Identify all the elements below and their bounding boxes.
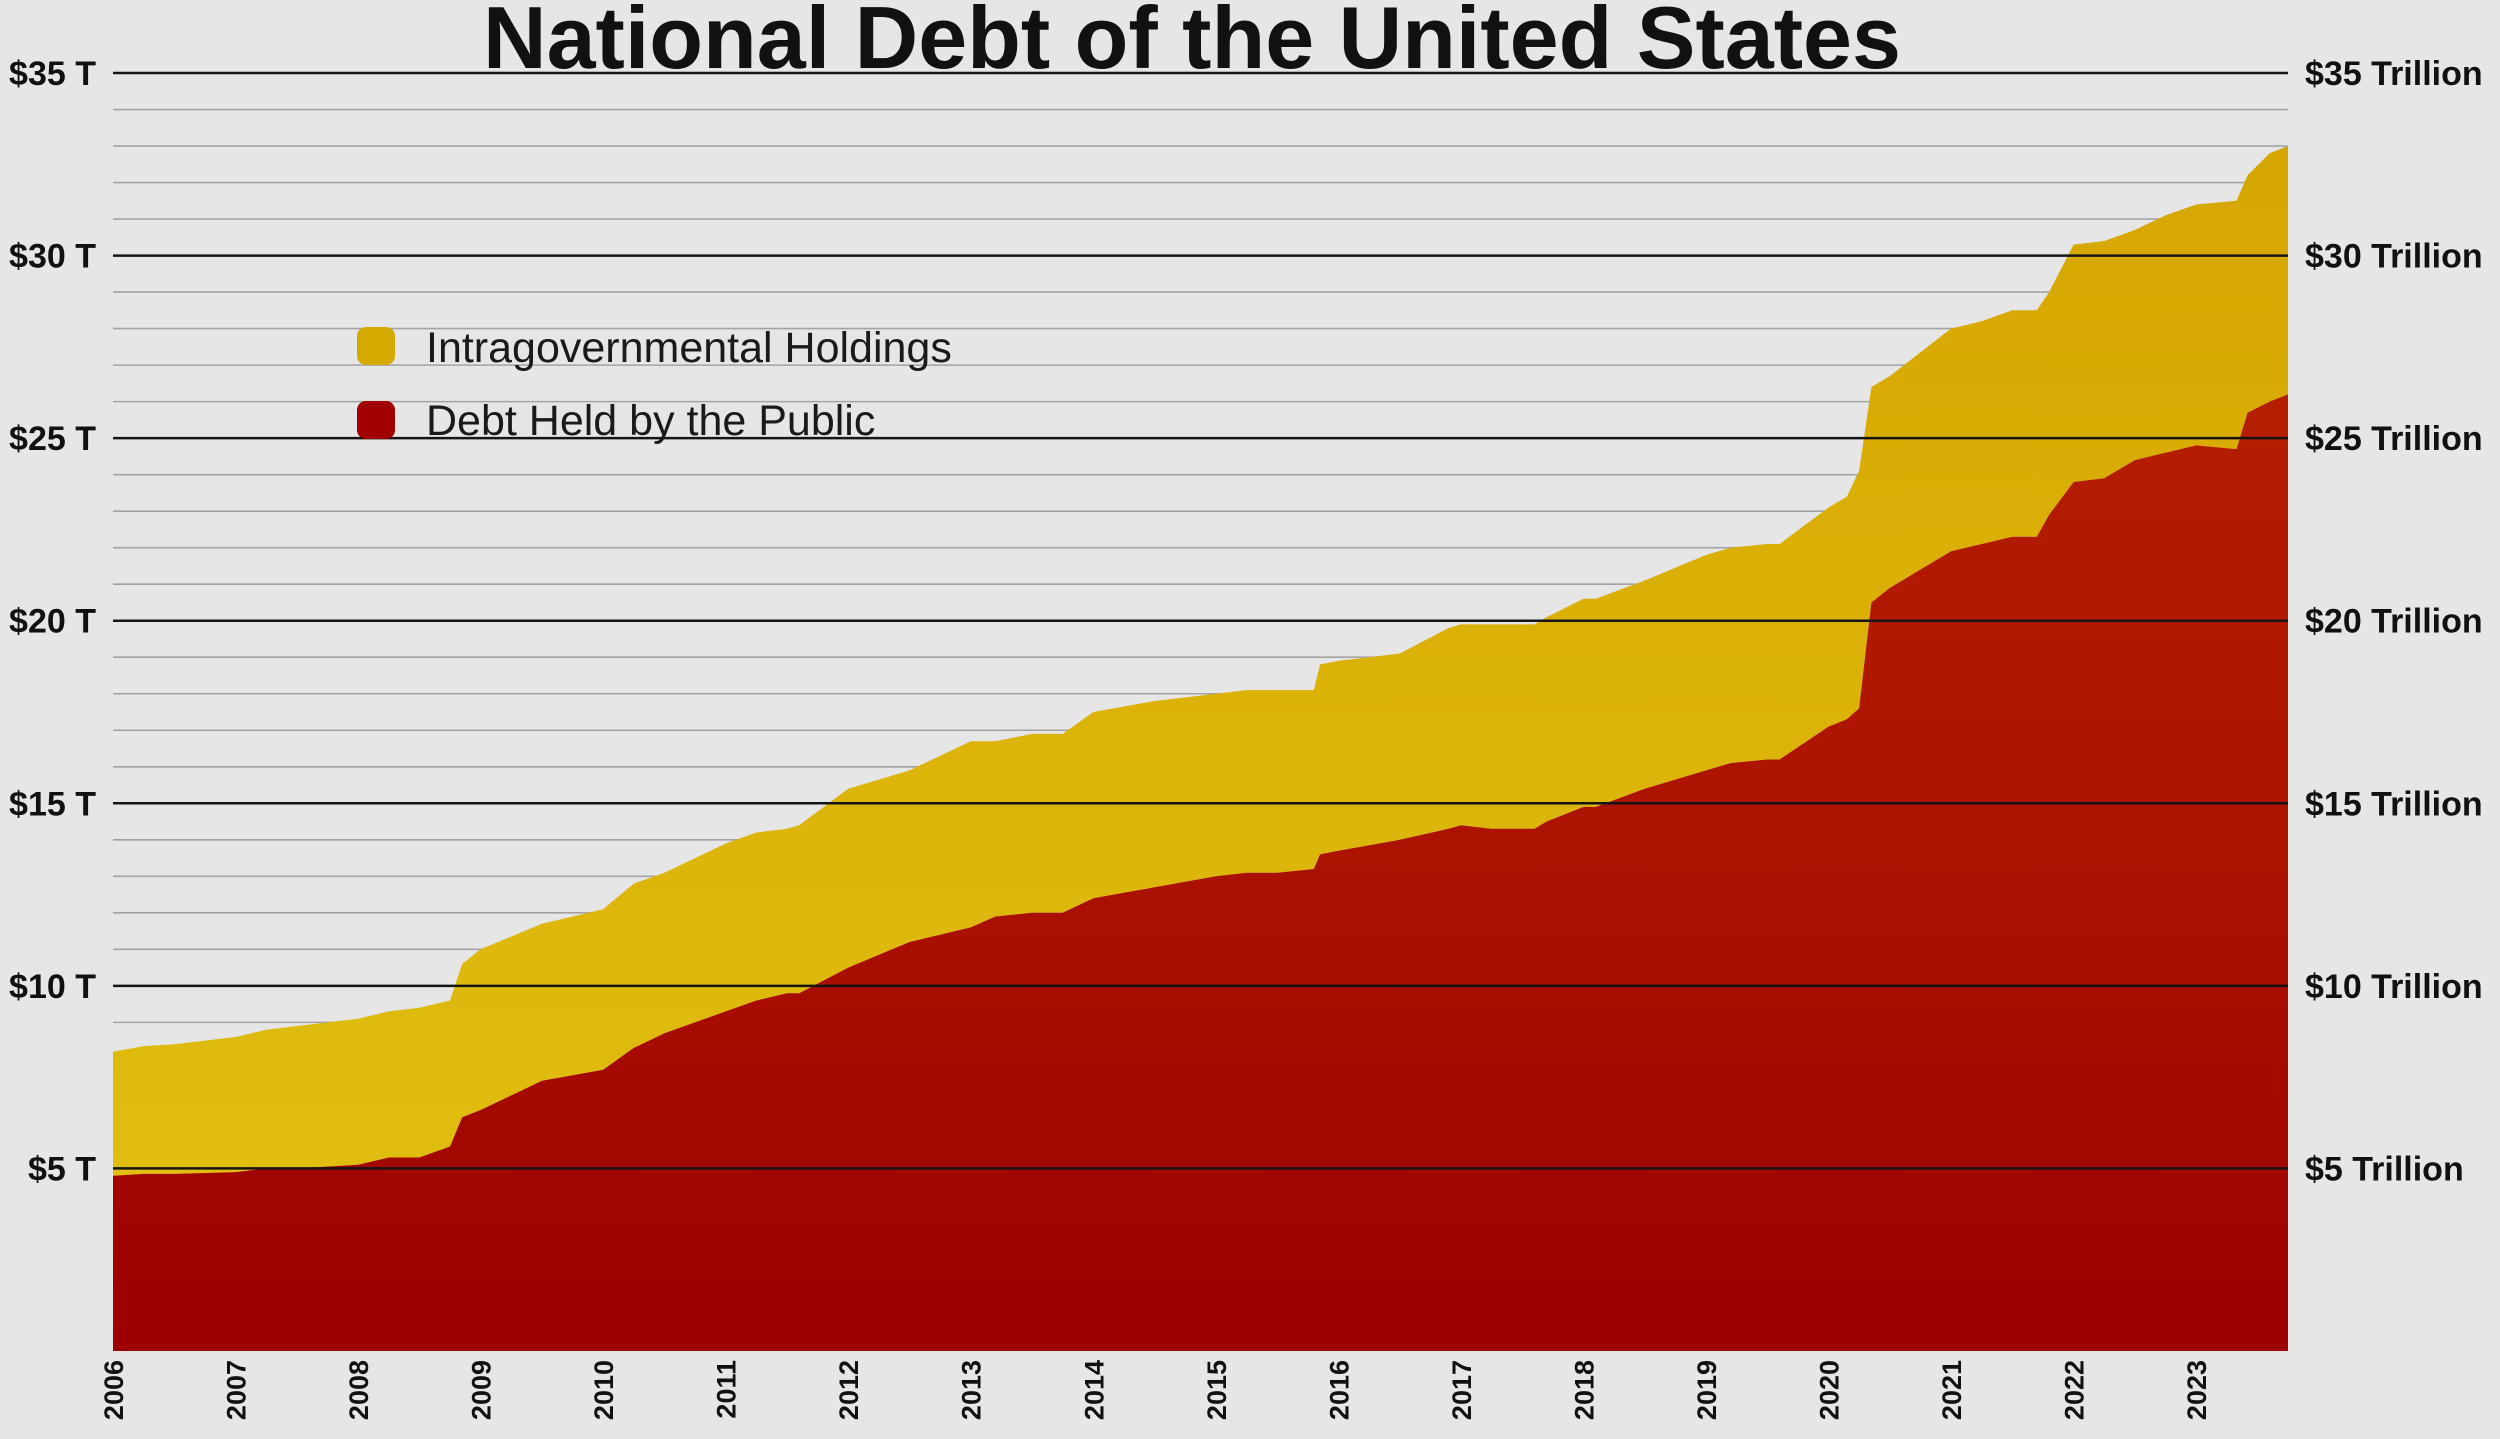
y-tick-label-left: $30 T — [9, 238, 96, 276]
series-debt-held-by-public — [113, 394, 2288, 1351]
y-tick-label-left: $35 T — [9, 55, 96, 93]
legend-swatch-public — [357, 401, 395, 439]
x-tick-label: 2021 — [1937, 1360, 1967, 1420]
y-tick-label-right: $30 Trillion — [2305, 238, 2483, 276]
y-tick-label-right: $20 Trillion — [2305, 603, 2483, 641]
legend-label-intragovernmental: Intragovernmental Holdings — [426, 324, 952, 372]
x-tick-label: 2006 — [99, 1360, 129, 1420]
x-tick-label: 2008 — [344, 1360, 374, 1420]
x-tick-label: 2019 — [1692, 1360, 1722, 1420]
y-tick-label-left: $10 T — [9, 968, 96, 1006]
x-tick-label: 2015 — [1202, 1360, 1232, 1420]
y-tick-label-right: $35 Trillion — [2305, 55, 2483, 93]
x-tick-label: 2013 — [957, 1360, 987, 1420]
y-axis-right: $5 Trillion $10 Trillion $15 Trillion $20 T… — [2305, 55, 2483, 1188]
x-tick-label: 2012 — [834, 1360, 864, 1420]
x-tick-label: 2016 — [1324, 1360, 1354, 1420]
x-tick-label: 2022 — [2060, 1360, 2090, 1420]
x-axis: 2006 2007 2008 2009 2010 2011 2012 2013 2014 2015… — [99, 1360, 2212, 1420]
y-tick-label-right: $15 Trillion — [2305, 785, 2483, 823]
x-tick-label: 2018 — [1569, 1360, 1599, 1420]
x-tick-label: 2020 — [1815, 1360, 1845, 1420]
x-tick-label: 2017 — [1447, 1360, 1477, 1420]
y-axis-left: $5 T $10 T $15 T $20 T $25 T $30 T $35 T — [9, 55, 96, 1188]
y-tick-label-left: $25 T — [9, 420, 96, 458]
y-tick-label-right: $5 Trillion — [2305, 1150, 2464, 1188]
x-tick-label: 2023 — [2182, 1360, 2212, 1420]
y-tick-label-left: $5 T — [28, 1150, 96, 1188]
y-tick-label-left: $20 T — [9, 603, 96, 641]
legend-label-public: Debt Held by the Public — [426, 397, 875, 445]
x-tick-label: 2009 — [467, 1360, 497, 1420]
y-tick-label-right: $10 Trillion — [2305, 968, 2483, 1006]
y-tick-label-right: $25 Trillion — [2305, 420, 2483, 458]
x-tick-label: 2014 — [1079, 1360, 1109, 1420]
y-tick-label-left: $15 T — [9, 785, 96, 823]
legend: Intragovernmental Holdings Debt Held by … — [357, 324, 952, 445]
x-tick-label: 2007 — [222, 1360, 252, 1420]
series-intragovernmental-holdings — [113, 146, 2288, 1176]
x-tick-label: 2010 — [589, 1360, 619, 1420]
area-series — [113, 146, 2288, 1351]
legend-swatch-intragovernmental — [357, 327, 395, 365]
major-gridlines — [113, 71, 2288, 1170]
x-tick-label: 2011 — [712, 1360, 742, 1419]
chart-title: National Debt of the United States — [483, 0, 1901, 87]
